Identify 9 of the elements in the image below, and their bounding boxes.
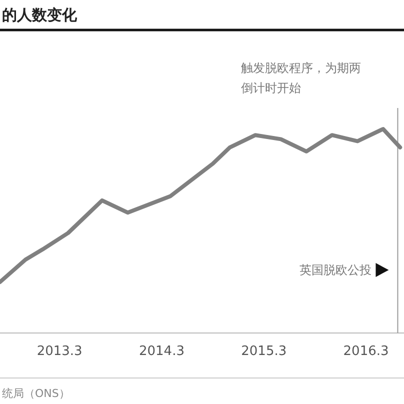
text: 统局（ONS）	[2, 387, 70, 400]
text: 倒计时开始	[241, 81, 301, 95]
x-tick-label: 2015.3	[241, 344, 287, 359]
chart-title: 的人数变化	[2, 6, 78, 24]
text: 触发脱欧程序，为期两	[241, 61, 361, 75]
x-tick-label: 2013.3	[36, 344, 82, 359]
ref-line-label: 英国脱欧公投	[300, 263, 372, 277]
x-tick-label: 2016.3	[343, 344, 389, 359]
x-tick-label: 2014.3	[138, 344, 184, 359]
